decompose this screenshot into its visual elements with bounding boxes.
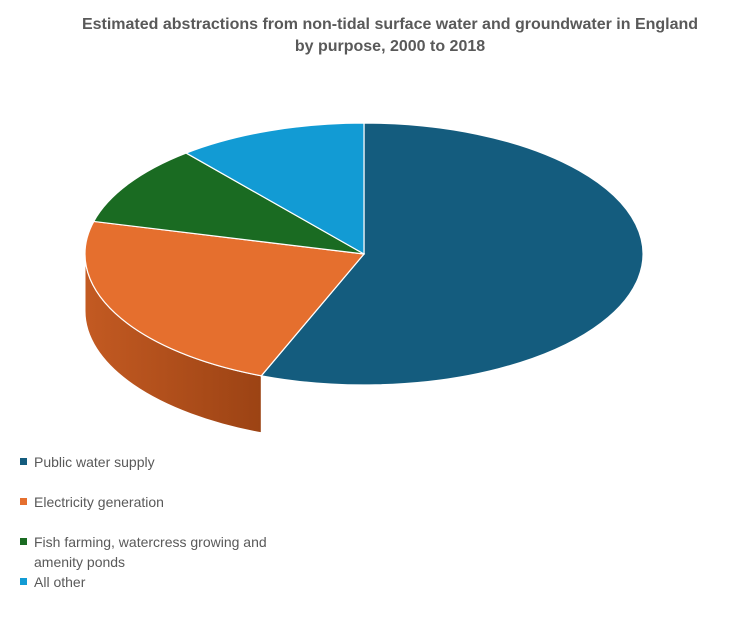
pie-slice-public-water-supply [260,122,644,386]
legend-swatch-all-other [20,578,27,585]
chart-title-line-1: Estimated abstractions from non-tidal su… [81,16,699,33]
legend-swatch-public-water-supply [20,458,27,465]
legend-item-all-other: All other [20,572,310,592]
chart-legend: Public water supply Electricity generati… [20,452,310,592]
legend-swatch-fish-farming [20,538,27,545]
pie-slice-fish-farming [92,152,365,255]
pie-slice-electricity-generation [84,220,366,377]
chart-title: Estimated abstractions from non-tidal su… [60,14,720,58]
legend-swatch-electricity-generation [20,498,27,505]
legend-item-electricity-generation: Electricity generation [20,492,310,512]
legend-label-fish-farming: Fish farming, watercress growing and ame… [34,534,267,570]
legend-item-fish-farming: Fish farming, watercress growing and ame… [20,532,310,572]
pie-slice-all-other [184,122,365,256]
legend-item-public-water-supply: Public water supply [20,452,310,472]
legend-label-all-other: All other [34,574,86,590]
chart-title-line-2: by purpose, 2000 to 2018 [294,38,486,55]
legend-label-electricity-generation: Electricity generation [34,494,164,510]
legend-label-public-water-supply: Public water supply [34,454,155,470]
